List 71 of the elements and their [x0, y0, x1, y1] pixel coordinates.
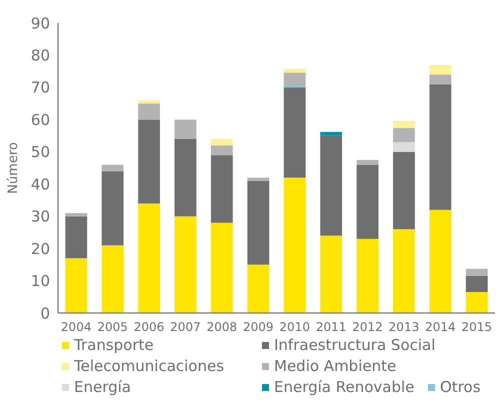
x-tick-label: 2004: [60, 320, 92, 334]
y-tick-label: 60: [30, 110, 50, 129]
bar: [210, 222, 233, 313]
y-tick-label: 0: [40, 304, 50, 322]
bar: [429, 210, 452, 313]
x-tick-label: 2005: [97, 320, 128, 334]
x-tick-label: 2010: [279, 320, 310, 334]
y-tick-label: 90: [30, 14, 50, 32]
y-tick-label: 40: [30, 175, 50, 194]
x-tick-label: 2013: [388, 320, 420, 334]
legend-label: Infraestructura Social: [274, 336, 436, 354]
y-tick-label: 70: [30, 78, 50, 97]
bar: [320, 132, 342, 136]
bar: [356, 164, 378, 239]
legend-label: Medio Ambiente: [274, 357, 396, 375]
y-axis-title: Número: [6, 142, 21, 194]
x-tick-label: 2012: [352, 320, 383, 334]
bar: [102, 171, 124, 246]
bar: [466, 276, 488, 292]
bar: [429, 74, 452, 84]
bar: [429, 84, 452, 210]
bar: [247, 178, 270, 181]
bar: [174, 139, 196, 216]
bar: [65, 213, 88, 216]
x-tick-label: 2015: [462, 320, 492, 334]
bar: [466, 292, 488, 313]
bar: [393, 229, 415, 313]
bar: [320, 136, 342, 236]
bar: [138, 104, 160, 120]
legend-label: Energía: [74, 378, 131, 396]
bar: [356, 238, 378, 313]
bar: [284, 178, 306, 313]
y-tick-label: 30: [30, 208, 50, 226]
x-tick-label: 2009: [243, 320, 274, 334]
bar: [174, 216, 196, 313]
bar: [102, 245, 124, 313]
bar: [210, 155, 233, 223]
y-tick-label: 20: [30, 240, 50, 258]
bar: [65, 258, 88, 313]
bar: [210, 145, 233, 156]
legend-label: Transporte: [73, 336, 154, 354]
bar: [320, 236, 342, 313]
x-tick-label: 2006: [134, 320, 164, 334]
y-tick-label: 50: [30, 143, 50, 162]
legend-label: Otros: [440, 378, 481, 396]
y-tick-label: 80: [30, 46, 50, 64]
bar: [429, 64, 452, 75]
legend-label: Telecomunicaciones: [73, 357, 224, 375]
bar: [393, 120, 415, 128]
legend-label: Energía Renovable: [274, 378, 414, 396]
bar: [284, 87, 306, 178]
bar: [284, 72, 306, 86]
bar: [247, 264, 270, 313]
x-tick-label: 2011: [316, 320, 346, 334]
x-tick-label: 2008: [206, 320, 238, 334]
bar: [138, 120, 160, 204]
x-tick-label: 2007: [170, 320, 201, 334]
y-tick-label: 10: [30, 272, 50, 290]
bar: [393, 152, 415, 230]
bar: [65, 216, 88, 258]
bar: [174, 120, 196, 139]
bar: [356, 160, 378, 165]
bar: [138, 203, 160, 313]
bar: [393, 128, 415, 142]
x-tick-label: 2014: [425, 320, 456, 334]
bar: [247, 180, 270, 265]
bar: [466, 268, 488, 276]
bar: [210, 139, 233, 146]
bar: [102, 164, 124, 172]
bar: [393, 142, 415, 152]
bar: [138, 100, 160, 104]
